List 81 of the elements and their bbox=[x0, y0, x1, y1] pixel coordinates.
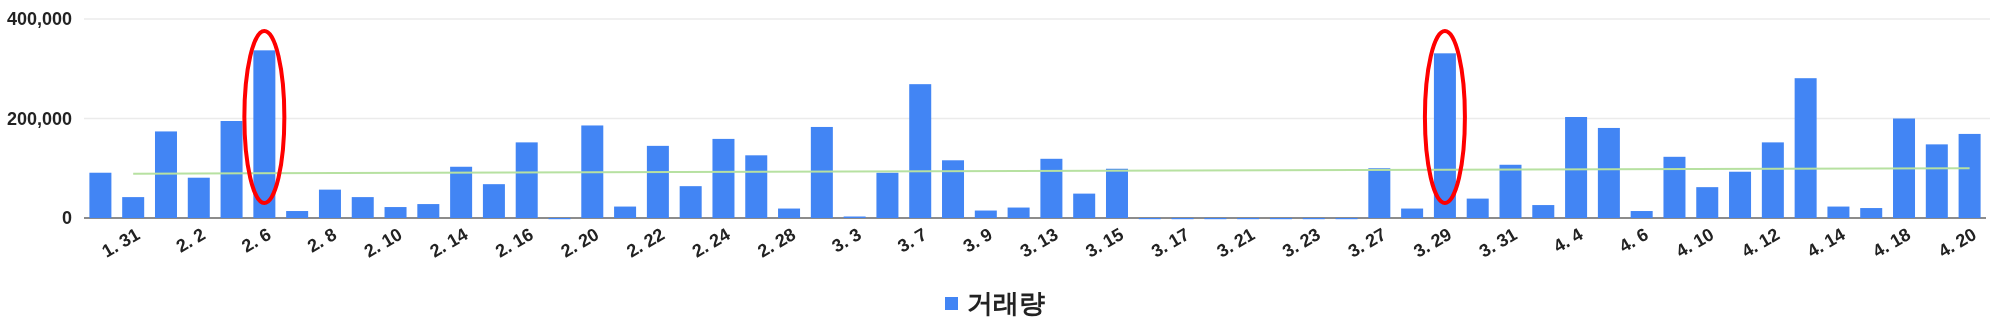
bar bbox=[614, 206, 637, 218]
x-tick-label: 2. 6 bbox=[238, 224, 275, 257]
x-tick-label: 1. 31 bbox=[98, 224, 144, 262]
bar bbox=[1499, 164, 1522, 218]
x-tick-label: 2. 24 bbox=[688, 224, 734, 262]
x-tick-label: 3. 27 bbox=[1344, 224, 1390, 262]
bar bbox=[1696, 187, 1719, 218]
x-tick-label: 2. 28 bbox=[754, 224, 800, 262]
bar bbox=[89, 172, 112, 218]
bar bbox=[154, 131, 177, 218]
bar bbox=[974, 210, 997, 218]
x-tick-label: 2. 22 bbox=[623, 224, 668, 262]
x-tick-label: 3. 29 bbox=[1410, 224, 1455, 262]
bar bbox=[778, 208, 801, 218]
bar bbox=[1007, 207, 1030, 218]
bar bbox=[1401, 208, 1424, 218]
bar bbox=[1073, 193, 1096, 218]
bar bbox=[1630, 211, 1653, 218]
bar bbox=[581, 125, 604, 218]
bar bbox=[515, 142, 538, 218]
y-tick-label: 400,000 bbox=[6, 9, 72, 29]
bar bbox=[745, 155, 768, 218]
x-tick-label: 2. 10 bbox=[360, 224, 406, 262]
bar bbox=[122, 197, 145, 218]
bar bbox=[1368, 168, 1391, 218]
x-tick-label: 4. 18 bbox=[1869, 224, 1915, 262]
x-tick-label: 3. 31 bbox=[1475, 224, 1521, 262]
bar bbox=[646, 145, 669, 218]
bar bbox=[1827, 206, 1850, 218]
bar bbox=[876, 172, 899, 218]
x-tick-label: 3. 13 bbox=[1016, 224, 1062, 262]
y-tick-label: 200,000 bbox=[6, 108, 72, 129]
bar bbox=[1925, 144, 1948, 218]
bar bbox=[942, 160, 965, 218]
x-tick-label: 3. 15 bbox=[1082, 224, 1127, 262]
bar bbox=[1729, 171, 1752, 218]
x-tick-label: 2. 20 bbox=[557, 224, 603, 262]
bar bbox=[1761, 142, 1784, 218]
x-tick-label: 2. 2 bbox=[172, 224, 209, 257]
x-tick-label: 3. 7 bbox=[894, 224, 931, 257]
bar bbox=[1958, 133, 1981, 218]
bar bbox=[482, 184, 505, 218]
bar bbox=[1663, 156, 1686, 218]
bar bbox=[450, 166, 473, 218]
x-tick-label: 4. 10 bbox=[1672, 224, 1718, 262]
bar bbox=[1040, 158, 1063, 218]
bar bbox=[1532, 205, 1555, 218]
bar bbox=[220, 120, 243, 218]
bar bbox=[1893, 118, 1916, 218]
legend-label: 거래량 bbox=[967, 288, 1045, 318]
x-tick-label: 2. 14 bbox=[426, 224, 472, 262]
bar bbox=[1860, 208, 1883, 218]
x-tick-label: 3. 23 bbox=[1279, 224, 1324, 262]
bar bbox=[1597, 127, 1620, 218]
x-tick-label: 4. 6 bbox=[1615, 224, 1652, 257]
bar bbox=[712, 138, 735, 218]
bar bbox=[1105, 168, 1128, 218]
x-tick-label: 2. 8 bbox=[303, 224, 340, 257]
x-tick-label: 3. 9 bbox=[959, 224, 996, 257]
x-tick-label: 2. 16 bbox=[492, 224, 537, 262]
x-tick-label: 4. 14 bbox=[1803, 224, 1849, 262]
bar bbox=[679, 186, 702, 218]
x-tick-label: 3. 21 bbox=[1213, 224, 1259, 262]
x-tick-label: 4. 20 bbox=[1934, 224, 1980, 262]
bar bbox=[318, 189, 341, 218]
bar bbox=[810, 126, 833, 218]
x-tick-label: 3. 17 bbox=[1147, 224, 1193, 262]
bar bbox=[286, 211, 309, 218]
bar bbox=[1794, 78, 1817, 218]
x-tick-label: 4. 4 bbox=[1550, 224, 1587, 257]
bar bbox=[351, 197, 374, 218]
legend: 거래량 bbox=[945, 288, 1045, 318]
bar bbox=[909, 84, 932, 218]
bar bbox=[1565, 117, 1588, 218]
bar bbox=[384, 207, 407, 218]
bar bbox=[187, 177, 210, 218]
y-tick-label: 0 bbox=[61, 208, 72, 228]
bar bbox=[417, 204, 440, 218]
x-tick-label: 3. 3 bbox=[828, 224, 865, 257]
x-tick-label: 4. 12 bbox=[1738, 224, 1783, 262]
bar bbox=[1466, 198, 1489, 218]
